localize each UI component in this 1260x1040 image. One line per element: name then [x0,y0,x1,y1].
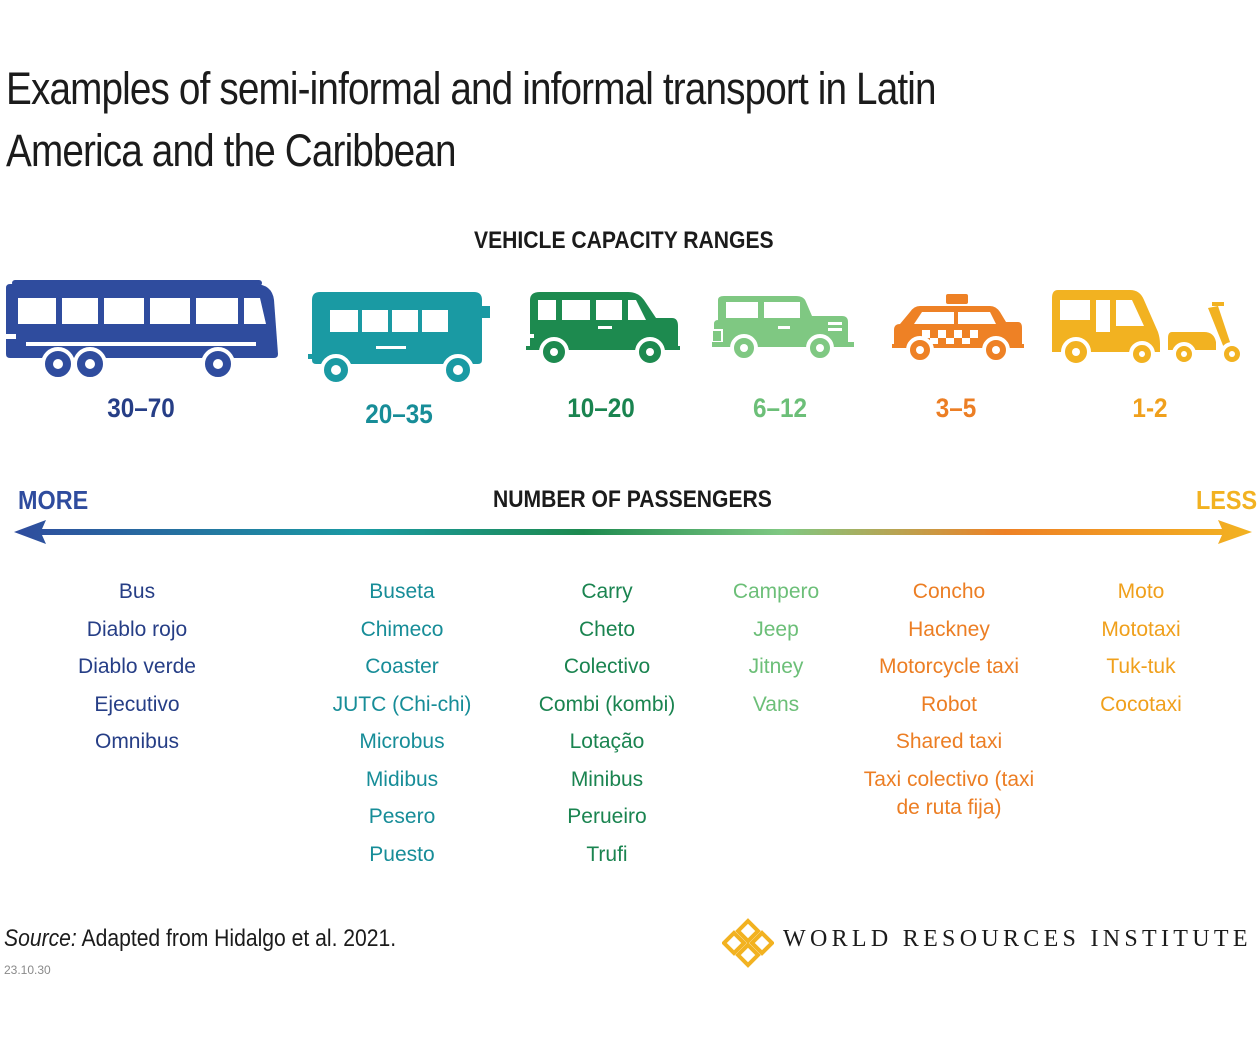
list-item: Coaster [365,655,439,678]
list-item: Omnibus [94,730,180,753]
wri-logo-icon [722,918,774,968]
list-item: Puesto [369,842,435,866]
list-item: Buseta [369,580,435,603]
list-item: Cocotaxi [1100,692,1182,716]
taxi-icon [892,294,1024,364]
van-icon [526,292,680,367]
list-item: Diablo verde [78,655,196,678]
list-item: Perueiro [567,805,647,828]
list-item: Chimeco [360,617,444,641]
list-item: Vans [752,692,800,716]
capacity-heading: VEHICLE CAPACITY RANGES [474,227,774,254]
examples-column-bus: Bus Diablo rojo Diablo verde Ejecutivo O… [42,578,232,766]
axis-more-label: MORE [18,485,89,515]
capacity-range-jeep: 6–12 [752,393,808,423]
list-item: Jitney [748,655,804,678]
list-item: Diablo rojo [86,617,188,641]
minibus-icon [308,292,490,386]
jeep-icon [712,296,854,362]
capacity-range-moto: 1-2 [1132,393,1168,423]
axis-less-label: LESS [1196,485,1258,515]
bus-icon [4,280,278,381]
examples-column-moto: Moto Mototaxi Tuk-tuk Cocotaxi [1046,578,1236,728]
capacity-range-minibus: 20–35 [365,399,433,429]
list-item: Tuk-tuk [1106,655,1176,678]
list-item: Campero [732,580,820,603]
page-title: Examples of semi-informal and informal t… [6,63,937,176]
source-label: Source: [4,925,77,952]
wri-logo-text: WORLD RESOURCES INSTITUTE [783,926,1252,952]
list-item: Bus [118,580,156,603]
list-item: Jeep [753,617,799,641]
passenger-heading: NUMBER OF PASSENGERS [493,486,772,513]
list-item: Combi (kombi) [538,692,676,716]
list-item: Robot [920,692,978,716]
examples-column-minibus: Buseta Chimeco Coaster JUTC (Chi-chi) Mi… [307,578,497,878]
list-item: Shared taxi [895,730,1003,753]
list-item: Moto [1117,580,1165,603]
list-item: Midibus [365,767,439,791]
passenger-gradient-arrow [14,520,1252,544]
vehicle-icons-row [0,278,1260,388]
capacity-range-bus: 30–70 [107,393,175,423]
list-item: Mototaxi [1101,617,1181,641]
list-item: JUTC (Chi-chi) [332,692,472,716]
list-item: Trufi [586,842,628,866]
capacity-range-van: 10–20 [567,393,635,423]
source-text: Adapted from Hidalgo et al. 2021. [76,925,397,952]
list-item: Taxi colectivo (taxi de ruta fija) [863,767,1035,819]
list-item: Motorcycle taxi [878,655,1020,678]
list-item: Microbus [359,730,445,753]
list-item: Cheto [578,617,636,641]
capacity-range-taxi: 3–5 [935,393,977,423]
examples-column-van: Carry Cheto Colectivo Combi (kombi) Lota… [512,578,702,878]
list-item: Ejecutivo [94,692,180,716]
list-item: Carry [581,580,633,603]
list-item: Minibus [570,767,644,791]
examples-column-jeep: Campero Jeep Jitney Vans [681,578,871,728]
list-item: Lotação [569,730,645,753]
list-item: Hackney [908,617,990,641]
list-item: Pesero [368,805,436,828]
tuktuk-motorcycle-icon [1052,290,1244,367]
list-item: Concho [912,580,986,603]
source-note: Source: Adapted from Hidalgo et al. 2021… [4,925,396,953]
examples-column-taxi: Concho Hackney Motorcycle taxi Robot Sha… [859,578,1039,831]
figure-code: 23.10.30 [4,963,51,977]
list-item: Colectivo [563,655,651,678]
